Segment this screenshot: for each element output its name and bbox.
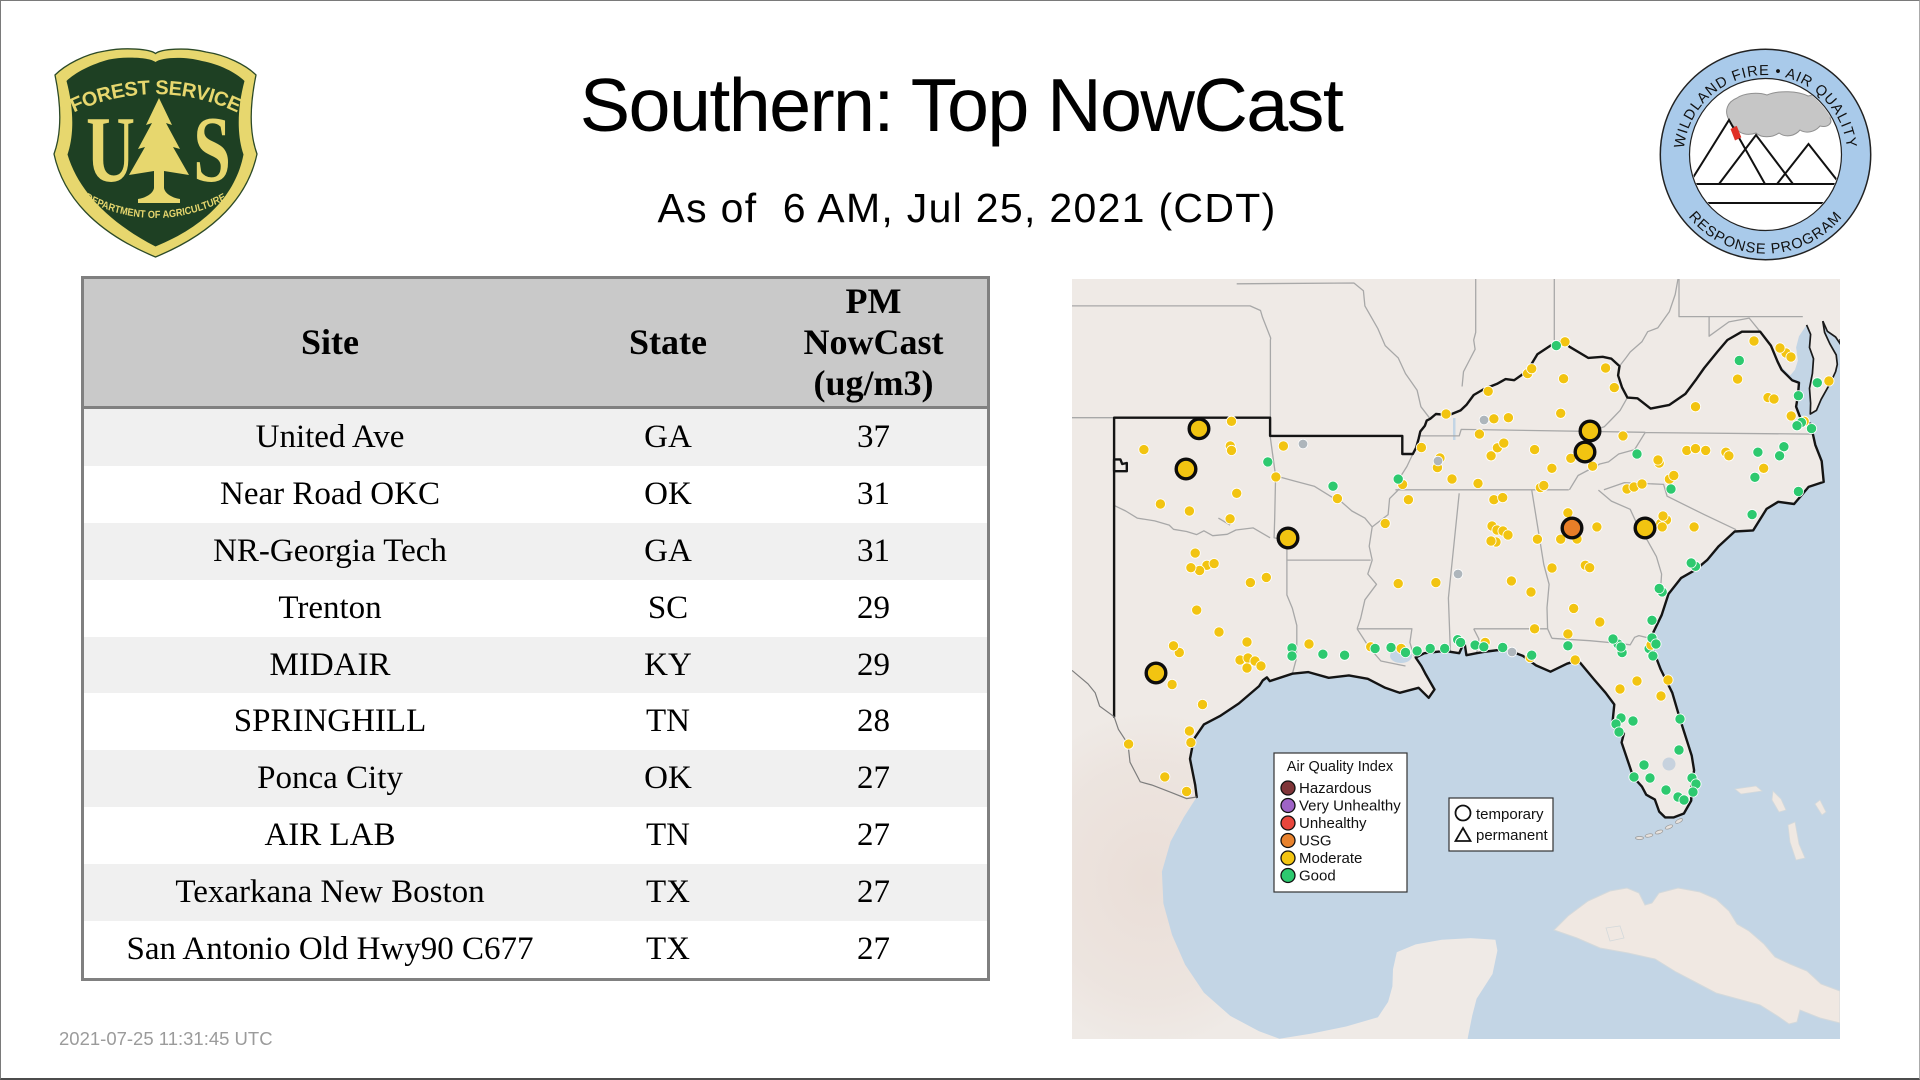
svg-text:temporary: temporary: [1476, 806, 1544, 823]
svg-text:USG: USG: [1299, 833, 1332, 850]
svg-text:Hazardous: Hazardous: [1299, 780, 1372, 797]
svg-text:Air Quality Index: Air Quality Index: [1287, 759, 1394, 775]
svg-text:Unhealthy: Unhealthy: [1299, 815, 1367, 832]
svg-text:S: S: [193, 97, 231, 201]
svg-text:permanent: permanent: [1476, 827, 1549, 844]
svg-text:Very Unhealthy: Very Unhealthy: [1299, 798, 1401, 815]
svg-text:Moderate: Moderate: [1299, 850, 1362, 867]
svg-text:U: U: [86, 97, 135, 201]
svg-text:Good: Good: [1299, 868, 1336, 885]
